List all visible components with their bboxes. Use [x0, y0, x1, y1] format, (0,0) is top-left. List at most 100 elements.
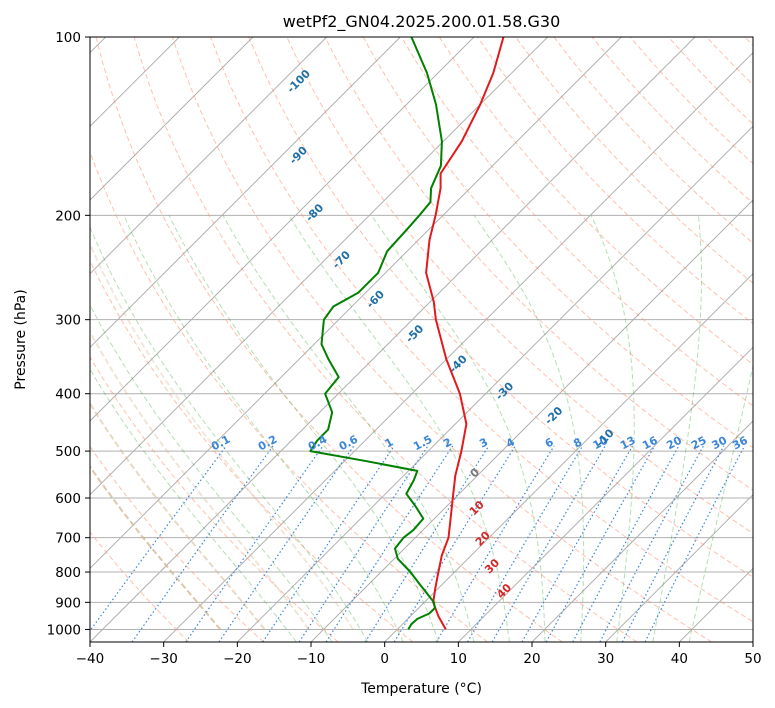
- dry-adiabat-line: [477, 37, 753, 325]
- mixing-ratio-label: 1.5: [411, 433, 434, 454]
- wet-bulb-potential-temperature-lines: [90, 241, 354, 631]
- dry-adiabat-label: -100: [284, 67, 313, 96]
- dry-adiabats: [90, 37, 753, 642]
- isotherm-line: [90, 37, 475, 422]
- isotherm-line: [752, 641, 753, 642]
- data-series: [309, 37, 505, 630]
- y-tick-label: 300: [55, 313, 81, 329]
- isotherm-line: [90, 37, 328, 275]
- mixing-ratio-line: [325, 445, 454, 642]
- mixing-ratio-label: 16: [640, 434, 660, 453]
- plot-area: 0.1 0.2 0.4 0.6 1 1.5 2 3 4 6 8 10 13 16 20 25 30 36-100-…: [90, 37, 753, 642]
- isotherm-line: [90, 37, 401, 349]
- axis-ticks: −40 −30 −20 −10 0 10 20 30 40 5010020030040050060…: [47, 30, 762, 667]
- moist-adiabat-line: [168, 215, 439, 642]
- y-tick-label: 1000: [47, 622, 81, 638]
- moist-adiabat-line: [688, 363, 753, 642]
- dry-adiabat-line: [515, 37, 753, 284]
- y-tick-label: 800: [55, 565, 81, 581]
- mixing-ratio-line: [621, 445, 725, 642]
- y-tick-label: 100: [55, 30, 81, 46]
- moist-adiabat-line: [90, 303, 333, 642]
- y-tick-label: 500: [55, 444, 81, 460]
- isotherm-line: [163, 51, 753, 642]
- theta-w-line: [90, 401, 266, 631]
- moist-adiabat-line: [90, 368, 297, 642]
- dry-adiabat-line: [90, 150, 488, 642]
- x-axis-label: Temperature (°C): [360, 681, 482, 697]
- moist-adiabat-line: [90, 226, 369, 642]
- y-tick-label: 700: [55, 531, 81, 547]
- mixing-ratio-label: 1: [383, 435, 396, 450]
- x-tick-label: −10: [297, 651, 326, 667]
- dry-adiabat-line: [90, 259, 414, 642]
- isotherm-line: [90, 37, 549, 496]
- isotherm-line: [531, 420, 753, 642]
- x-tick-label: 50: [744, 651, 761, 667]
- mixing-ratio-line: [435, 445, 555, 642]
- mixing-ratio-label: 0.4: [306, 433, 330, 454]
- x-tick-label: −20: [223, 651, 252, 667]
- dry-adiabat-line: [438, 37, 753, 366]
- theta-w-label: 20: [473, 529, 493, 549]
- dry-adiabat-line: [744, 37, 753, 47]
- plot-frame: [89, 36, 754, 643]
- mixing-ratio-label: 20: [664, 433, 684, 452]
- isotherm-grid: [90, 37, 753, 642]
- isotherm-line: [384, 272, 753, 642]
- x-tick-label: 40: [671, 651, 688, 667]
- dry-adiabat-line: [133, 37, 638, 642]
- x-tick-label: 20: [523, 651, 540, 667]
- y-tick-label: 400: [55, 387, 81, 403]
- x-tick-label: 30: [597, 651, 614, 667]
- dry-adiabat-line: [706, 37, 753, 86]
- mixing-ratio-label: 25: [689, 434, 709, 453]
- mixing-ratio-line: [131, 445, 274, 642]
- mixing-ratio-label: 10: [591, 433, 611, 452]
- dry-adiabat-line: [668, 37, 753, 125]
- isotherm-line: [90, 37, 696, 642]
- isotherm-line: [678, 567, 753, 642]
- mixing-ratio-lines: [90, 445, 746, 642]
- y-tick-label: 600: [55, 491, 81, 507]
- mixing-ratio-label: 3: [477, 435, 490, 450]
- mixing-ratio-line: [572, 445, 680, 642]
- dry-adiabat-line: [362, 37, 753, 449]
- mixing-ratio-label: 0.1: [209, 433, 232, 454]
- mixing-ratio-label: 13: [618, 434, 638, 453]
- theta-w-label: 40: [494, 581, 514, 601]
- dry-adiabat-line: [248, 37, 753, 578]
- dry-adiabat-line: [210, 37, 753, 623]
- moist-adiabat-line: [123, 215, 404, 642]
- y-tick-label: 900: [55, 595, 81, 611]
- isotherm-line: [605, 493, 753, 642]
- mixing-ratio-line: [545, 445, 656, 642]
- isotherm-line: [90, 37, 254, 201]
- isotherm-line: [90, 37, 622, 570]
- x-tick-label: −30: [149, 651, 178, 667]
- moist-adiabat-line: [370, 215, 546, 642]
- temperature-line: [425, 37, 505, 630]
- x-tick-label: 0: [380, 651, 389, 667]
- moist-adiabat-line: [473, 215, 585, 642]
- mixing-ratio-label: 0.6: [337, 433, 361, 454]
- mixing-ratio-line: [298, 445, 429, 642]
- x-tick-label: −40: [76, 651, 105, 667]
- dry-adiabat-line: [95, 37, 563, 642]
- dewpoint-line: [309, 37, 443, 630]
- dry-adiabat-line: [324, 37, 753, 491]
- moist-adiabat-line: [652, 215, 702, 642]
- dry-adiabat-line: [400, 37, 753, 407]
- mixing-ratio-label: 36: [730, 434, 750, 453]
- theta-w-line: [90, 465, 222, 631]
- y-axis-label: Pressure (hPa): [13, 289, 29, 389]
- dry-adiabat-line: [90, 445, 264, 642]
- moist-adiabat-line: [590, 215, 635, 642]
- theta-w-line: [90, 241, 354, 630]
- mixing-ratio-line: [185, 445, 324, 642]
- mixing-ratio-line: [644, 445, 746, 642]
- x-tick-label: 10: [450, 651, 467, 667]
- mixing-ratio-line: [262, 445, 395, 642]
- isobar-grid: [90, 37, 753, 630]
